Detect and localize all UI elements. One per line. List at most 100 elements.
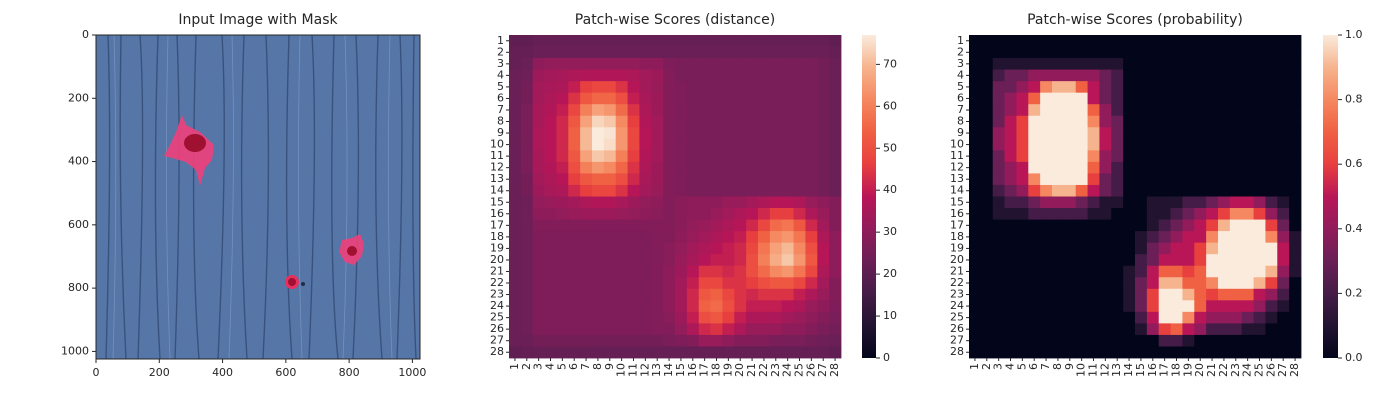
heatmap-cell bbox=[1111, 346, 1124, 359]
heatmap-cell bbox=[615, 231, 628, 244]
heatmap-cell bbox=[639, 346, 652, 359]
heatmap-cell bbox=[1087, 323, 1100, 336]
heatmap-cell bbox=[793, 242, 806, 255]
heatmap-cell bbox=[805, 219, 818, 232]
heatmap-cell bbox=[663, 138, 676, 151]
heatmap-cell bbox=[1229, 127, 1243, 140]
x-tick-label: 1 bbox=[508, 363, 521, 370]
heatmap-cell bbox=[1028, 184, 1041, 197]
heatmap-cell bbox=[1182, 346, 1195, 359]
heatmap-cell bbox=[580, 288, 593, 301]
heatmap-cell bbox=[829, 161, 842, 174]
heatmap-cell bbox=[675, 196, 688, 209]
heatmap-cell bbox=[829, 288, 842, 301]
x-tick-label: 11 bbox=[627, 363, 640, 377]
heatmap-cell bbox=[805, 104, 818, 117]
heatmap-cell bbox=[1265, 35, 1278, 47]
heatmap-cell bbox=[1075, 104, 1088, 117]
heatmap-cell bbox=[675, 173, 688, 186]
heatmap-cell bbox=[992, 104, 1005, 117]
heatmap-cell bbox=[1099, 115, 1112, 128]
heatmap-cell bbox=[710, 35, 723, 47]
heatmap-cell bbox=[829, 277, 842, 290]
heatmap-cell bbox=[1289, 127, 1302, 140]
heatmap-cell bbox=[698, 277, 711, 290]
heatmap-cell bbox=[556, 138, 569, 151]
heatmap-cell bbox=[556, 311, 569, 324]
heatmap-cell bbox=[686, 81, 700, 94]
heatmap-cell bbox=[817, 115, 830, 128]
y-tick-label: 27 bbox=[490, 334, 504, 347]
heatmap-cell bbox=[1099, 265, 1112, 278]
heatmap-cell bbox=[1170, 242, 1183, 255]
heatmap-cell bbox=[686, 288, 700, 301]
heatmap-cell bbox=[746, 35, 759, 47]
heatmap-cell bbox=[805, 277, 818, 290]
heatmap-cell bbox=[639, 323, 652, 336]
heatmap-cell bbox=[651, 254, 664, 267]
heatmap-cell bbox=[520, 46, 534, 59]
heatmap-cell bbox=[532, 184, 545, 197]
heatmap-cell bbox=[1087, 311, 1100, 324]
x-tick-label: 13 bbox=[650, 363, 663, 377]
heatmap-cell bbox=[698, 346, 711, 359]
heatmap-cell bbox=[710, 196, 723, 209]
heatmap-cell bbox=[603, 115, 617, 128]
heatmap-cell bbox=[1146, 311, 1160, 324]
heatmap-cell bbox=[1265, 58, 1278, 71]
heatmap-cell bbox=[1135, 300, 1148, 313]
heatmap-cell bbox=[698, 288, 711, 301]
heatmap-cell bbox=[1075, 81, 1088, 94]
heatmap-cell bbox=[1194, 81, 1207, 94]
heatmap-cell bbox=[603, 346, 617, 359]
x-tick-label: 10 bbox=[615, 363, 628, 377]
heatmap-cell bbox=[980, 219, 994, 232]
heatmap-cell bbox=[1182, 161, 1195, 174]
heatmap-cell bbox=[758, 311, 771, 324]
heatmap-cell bbox=[675, 161, 688, 174]
heatmap-cell bbox=[1170, 231, 1183, 244]
heatmap-cell bbox=[758, 231, 771, 244]
heatmap-cell bbox=[1028, 150, 1041, 163]
heatmap-cell bbox=[758, 161, 771, 174]
heatmap-cell bbox=[1075, 288, 1088, 301]
heatmap-cell bbox=[769, 231, 783, 244]
y-tick-label: 19 bbox=[490, 241, 504, 254]
heatmap-cell bbox=[1158, 265, 1171, 278]
heatmap-cell bbox=[1099, 277, 1112, 290]
heatmap-cell bbox=[1063, 196, 1077, 209]
heatmap-cell bbox=[675, 35, 688, 47]
heatmap-cell bbox=[1158, 311, 1171, 324]
heatmap-cell bbox=[781, 346, 794, 359]
y-tick-label: 13 bbox=[490, 172, 504, 185]
heatmap-cell bbox=[1111, 334, 1124, 347]
heatmap-cell bbox=[817, 104, 830, 117]
heatmap-cell bbox=[627, 150, 640, 163]
heatmap-cell bbox=[817, 231, 830, 244]
heatmap-cell bbox=[592, 81, 605, 94]
heatmap-cell bbox=[580, 150, 593, 163]
y-tick-label: 16 bbox=[950, 207, 964, 220]
heatmap-cell bbox=[758, 346, 771, 359]
heatmap-cell bbox=[568, 173, 581, 186]
heatmap-cell bbox=[1206, 81, 1219, 94]
heatmap-cell bbox=[1253, 277, 1266, 290]
x-tick-label: 22 bbox=[1217, 363, 1230, 377]
heatmap-cell bbox=[509, 219, 522, 232]
heatmap-cell bbox=[829, 346, 842, 359]
heatmap-cell bbox=[829, 254, 842, 267]
heatmap-cell bbox=[627, 208, 640, 220]
heatmap-cell bbox=[805, 173, 818, 186]
heatmap-cell bbox=[532, 265, 545, 278]
heatmap-cell bbox=[793, 150, 806, 163]
heatmap-cell bbox=[1123, 265, 1136, 278]
heatmap-cell bbox=[1265, 219, 1278, 232]
heatmap-cell bbox=[734, 35, 747, 47]
heatmap-cell bbox=[1206, 196, 1219, 209]
heatmap-cell bbox=[1028, 277, 1041, 290]
heatmap-cell bbox=[568, 127, 581, 140]
heatmap-cell bbox=[1206, 242, 1219, 255]
heatmap-cell bbox=[1099, 69, 1112, 82]
heatmap-cell bbox=[1170, 81, 1183, 94]
heatmap-cell bbox=[1289, 323, 1302, 336]
